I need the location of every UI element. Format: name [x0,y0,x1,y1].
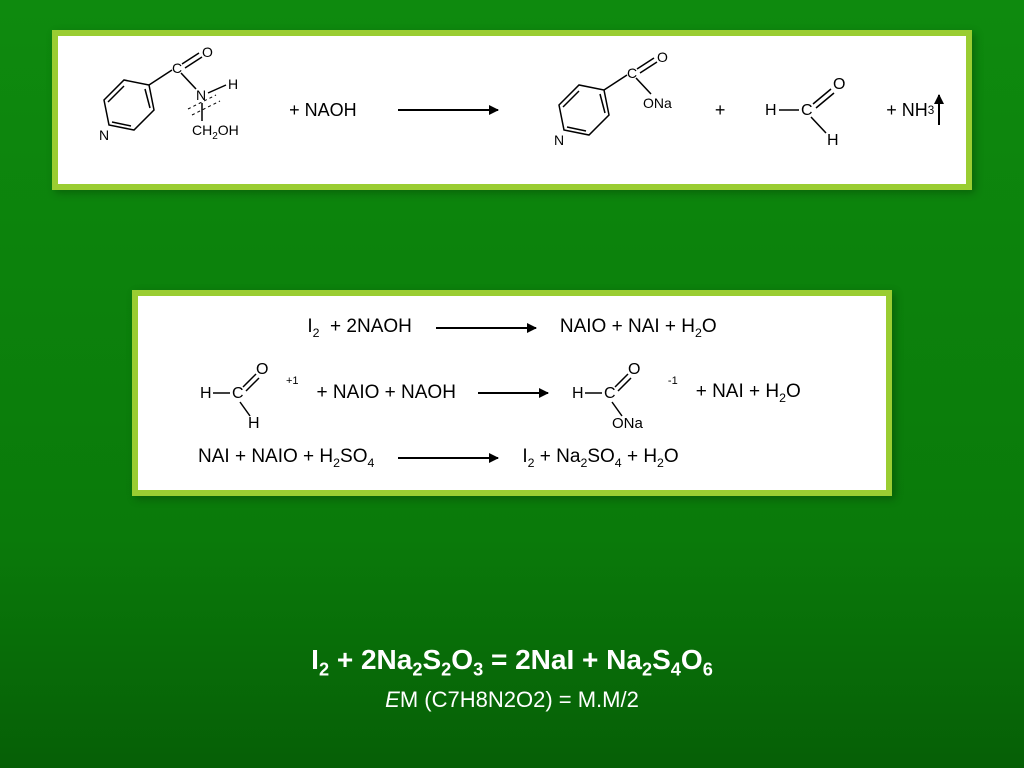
reactant-nicotinamide-ch2oh: N C O N H CH2OH [84,45,254,175]
formate-fragment-right: H C O ONa [570,358,650,428]
plus-2: + [715,100,726,121]
svg-text:C: C [232,385,244,402]
equations-panel: I2 + 2NAOH NAIO + NAI + H2O H C O H [132,290,892,496]
plus-3: + NH3 [886,95,940,125]
atom-O: O [202,45,213,60]
oxidation-plus1: +1 [286,375,299,387]
product-formaldehyde: H C O H [761,65,851,155]
oxidation-minus1: -1 [668,375,678,387]
svg-text:ONa: ONa [612,415,644,428]
formaldehyde-fragment-left: H C O H [198,358,268,428]
svg-text:H: H [200,385,212,402]
svg-text:O: O [833,76,845,93]
thiosulfate-equation: I2 + 2Na2S2O3 = 2NaI + Na2S4O6 [0,644,1024,681]
atom-N: N [99,127,109,143]
svg-text:H: H [827,132,839,149]
svg-text:O: O [657,50,668,65]
atom-H: H [228,76,238,92]
reaction-arrow-1 [398,109,498,111]
equation-row-1: I2 + 2NAOH NAIO + NAI + H2O [168,316,856,340]
bottom-equation-block: I2 + 2Na2S2O3 = 2NaI + Na2S4O6 EM (C7H8N… [0,644,1024,713]
svg-text:H: H [572,385,584,402]
atom-CH2OH-b: OH [218,122,239,138]
equation-row-3: NAI + NAIO + H2SO4 I2 + Na2SO4 + H2O [168,446,856,470]
arrow-eq3 [398,457,498,459]
equation-row-2: H C O H +1 + NAIO + NAOH H [168,358,856,428]
atom-CH2OH-a: CH [192,122,212,138]
svg-text:H: H [765,102,777,119]
mol-svg-product1: N C O ONa [539,50,679,170]
gas-arrow-up [938,95,940,125]
arrow-eq2 [478,392,548,394]
svg-text:CH2OH: CH2OH [192,122,239,142]
reaction-panel-1: N C O N H CH2OH [52,30,972,190]
svg-text:C: C [604,385,616,402]
equivalent-mass-line: EM (C7H8N2O2) = M.M/2 [0,687,1024,713]
mol-svg-product2: H C O H [761,65,851,155]
mol-svg-reactant1: N C O N H CH2OH [84,45,254,175]
svg-text:O: O [628,361,640,378]
arrow-eq1 [436,327,536,329]
svg-text:N: N [554,132,564,148]
product-sodium-nicotinate: N C O ONa [539,50,679,170]
svg-text:O: O [256,361,268,378]
svg-text:C: C [801,102,813,119]
svg-text:ONa: ONa [643,95,672,111]
svg-text:H: H [248,415,260,428]
slide-root: N C O N H CH2OH [0,0,1024,768]
plus-1: + NAOH [289,100,357,121]
